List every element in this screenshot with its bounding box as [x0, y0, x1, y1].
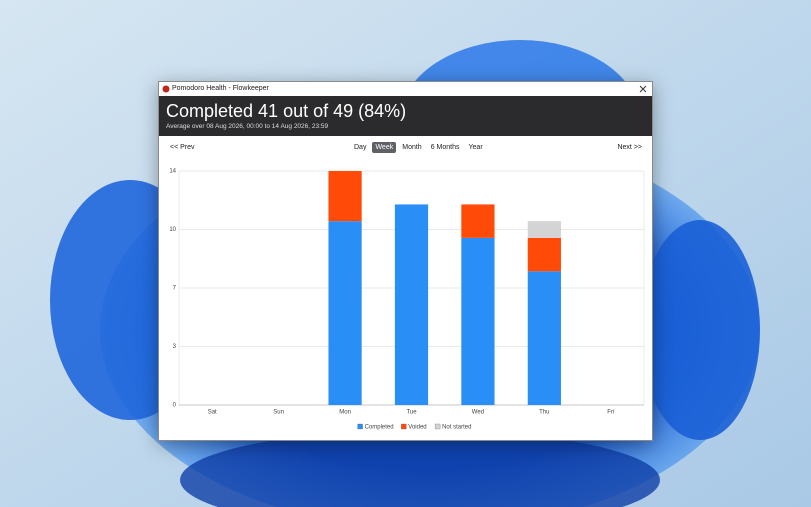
summary-subtitle: Average over 08 Aug 2026, 00:00 to 14 Au…: [166, 123, 329, 130]
x-tick-label: Sat: [208, 410, 217, 416]
legend-swatch: [434, 423, 441, 430]
period-button[interactable]: 6 Months: [430, 144, 460, 151]
legend-swatch: [401, 423, 407, 430]
bar-segment: [527, 221, 561, 238]
bar-segment: [328, 221, 362, 405]
x-tick-label: Wed: [472, 410, 484, 416]
period-button[interactable]: Month: [402, 144, 422, 151]
summary-header: Completed 41 out of 49 (84%) Average ove…: [159, 96, 652, 136]
close-button[interactable]: [636, 82, 650, 96]
period-button[interactable]: Week: [372, 142, 397, 153]
period-button[interactable]: Year: [468, 144, 483, 151]
next-button[interactable]: Next >>: [617, 144, 642, 151]
bar-segment: [461, 237, 495, 405]
x-tick-label: Tue: [406, 410, 417, 416]
legend-label: Voided: [408, 425, 426, 431]
legend-label: Not started: [442, 425, 471, 431]
app-window: Pomodoro Health - Flowkeeper Completed 4…: [158, 81, 653, 441]
y-tick-label: 14: [169, 169, 176, 175]
app-icon: [162, 85, 170, 93]
bar-segment: [328, 171, 362, 222]
y-tick-label: 0: [173, 403, 177, 409]
title-bar: Pomodoro Health - Flowkeeper: [159, 82, 652, 96]
chart: 0 3 7 10 14 Sat Sun Mon Tue Wed Thu Fri Completed Voi…: [169, 169, 645, 431]
bar-segment: [527, 237, 561, 272]
x-tick-label: Fri: [607, 410, 614, 416]
period-button[interactable]: Day: [354, 144, 367, 151]
y-tick-label: 3: [173, 344, 177, 350]
x-tick-label: Thu: [539, 410, 549, 416]
y-tick-label: 10: [169, 227, 176, 233]
x-tick-label: Sun: [273, 410, 284, 416]
y-tick-label: 7: [173, 286, 177, 292]
legend-swatch: [357, 423, 363, 430]
prev-button[interactable]: << Prev: [170, 144, 195, 151]
bar-segment: [461, 204, 495, 238]
legend-label: Completed: [365, 425, 394, 431]
bar-segment: [394, 204, 429, 405]
window-title: Pomodoro Health - Flowkeeper: [172, 85, 269, 92]
summary-title: Completed 41 out of 49 (84%): [166, 101, 407, 121]
bar-segment: [527, 271, 561, 405]
x-tick-label: Mon: [339, 410, 351, 416]
period-selector: Day Week Month 6 Months Year: [351, 142, 486, 153]
